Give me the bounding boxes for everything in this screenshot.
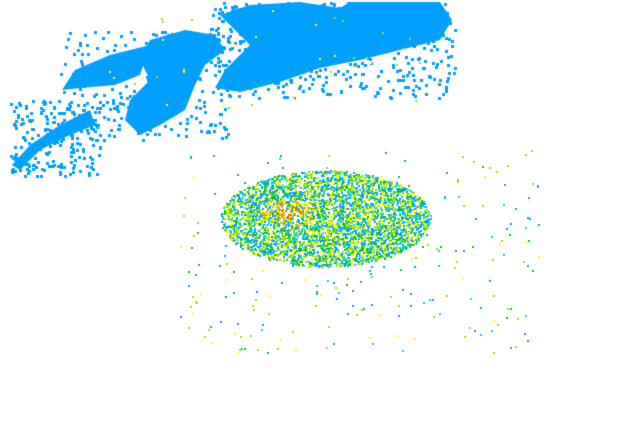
radar-map	[0, 0, 640, 427]
radar-reflectivity-canvas	[0, 0, 640, 427]
